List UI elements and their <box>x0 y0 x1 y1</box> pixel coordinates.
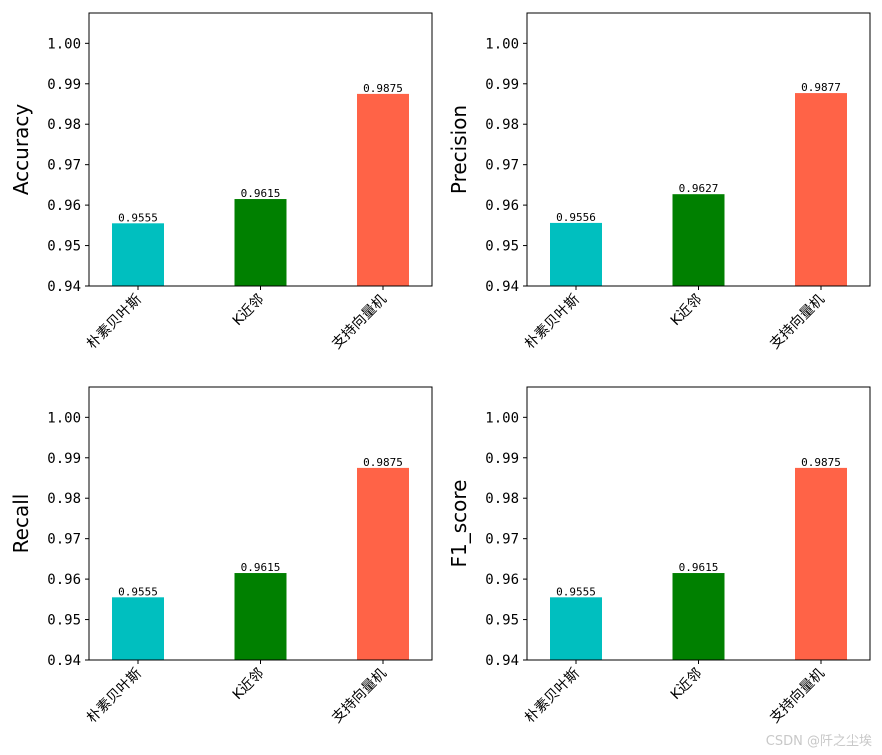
y-tick-label: 0.99 <box>485 77 519 93</box>
bar <box>112 223 164 286</box>
y-tick-label: 0.98 <box>485 491 519 507</box>
y-tick-label: 0.95 <box>47 239 81 255</box>
x-tick-label: 支持向量机 <box>329 292 390 353</box>
y-tick-label: 0.98 <box>47 117 81 133</box>
y-tick-label: 0.94 <box>47 279 81 295</box>
data-label: 0.9875 <box>801 456 841 469</box>
y-tick-label: 0.97 <box>485 158 519 174</box>
y-tick-label: 0.96 <box>485 572 519 588</box>
bar <box>234 199 287 286</box>
y-tick-label: 0.98 <box>47 491 81 507</box>
y-tick-label: 0.97 <box>47 158 81 174</box>
bar <box>795 93 847 286</box>
watermark: CSDN @阡之尘埃 <box>765 734 872 749</box>
bar <box>550 222 602 286</box>
y-tick-label: 0.94 <box>485 653 519 669</box>
x-tick-label: 支持向量机 <box>329 666 390 727</box>
y-tick-label: 0.96 <box>47 198 81 214</box>
data-label: 0.9615 <box>241 187 281 200</box>
x-tick-label: K近邻 <box>668 666 706 704</box>
x-tick-label: K近邻 <box>230 292 268 330</box>
data-label: 0.9627 <box>679 182 719 195</box>
y-tick-label: 0.99 <box>47 451 81 467</box>
y-tick-label: 1.00 <box>47 410 81 426</box>
data-label: 0.9875 <box>363 82 403 95</box>
data-label: 0.9555 <box>556 585 596 598</box>
bar <box>234 573 287 660</box>
x-tick-label: K近邻 <box>230 666 268 704</box>
y-tick-label: 0.95 <box>485 613 519 629</box>
y-tick-label: 0.95 <box>485 239 519 255</box>
y-axis-label: Recall <box>9 494 33 554</box>
bar <box>357 93 409 286</box>
y-axis-label: Precision <box>447 105 471 194</box>
y-tick-label: 0.96 <box>485 198 519 214</box>
chart-f1-score: 0.9555 0.9615 0.9875 0.94 0.95 0.96 0.97 0.98 0.… <box>447 386 871 727</box>
data-label: 0.9615 <box>241 561 281 574</box>
bar <box>112 597 164 660</box>
x-tick-label: 朴素贝叶斯 <box>522 666 583 727</box>
y-axis-label: F1_score <box>447 480 471 568</box>
y-tick-label: 0.94 <box>485 279 519 295</box>
y-tick-label: 0.99 <box>485 451 519 467</box>
data-label: 0.9875 <box>363 456 403 469</box>
chart-recall: 0.9555 0.9615 0.9875 0.94 0.95 0.96 0.97 0.98 0.… <box>9 386 433 727</box>
y-tick-label: 0.99 <box>47 77 81 93</box>
y-tick-label: 0.94 <box>47 653 81 669</box>
data-label: 0.9877 <box>801 81 841 94</box>
y-tick-label: 1.00 <box>485 36 519 52</box>
x-tick-label: 支持向量机 <box>767 666 828 727</box>
x-tick-label: 支持向量机 <box>767 292 828 353</box>
data-label: 0.9615 <box>679 561 719 574</box>
x-tick-label: 朴素贝叶斯 <box>84 292 145 353</box>
chart-accuracy: 0.9555 0.9615 0.9875 0.94 0.95 0.96 0.97 0.98 0.… <box>9 12 433 353</box>
bar <box>672 194 725 286</box>
x-tick-label: 朴素贝叶斯 <box>84 666 145 727</box>
data-label: 0.9555 <box>118 585 158 598</box>
y-tick-label: 1.00 <box>485 410 519 426</box>
y-tick-label: 0.95 <box>47 613 81 629</box>
y-tick-label: 0.97 <box>47 532 81 548</box>
x-tick-label: K近邻 <box>668 292 706 330</box>
bar <box>357 467 409 660</box>
data-label: 0.9555 <box>118 211 158 224</box>
y-tick-label: 0.97 <box>485 532 519 548</box>
y-tick-label: 0.98 <box>485 117 519 133</box>
x-tick-label: 朴素贝叶斯 <box>522 292 583 353</box>
y-axis-label: Accuracy <box>9 104 33 195</box>
y-tick-label: 1.00 <box>47 36 81 52</box>
bar <box>795 467 847 660</box>
data-label: 0.9556 <box>556 211 596 224</box>
y-tick-label: 0.96 <box>47 572 81 588</box>
chart-precision: 0.9556 0.9627 0.9877 0.94 0.95 0.96 0.97 0.98 0.… <box>447 12 871 353</box>
bar <box>672 573 725 660</box>
bar <box>550 597 602 660</box>
